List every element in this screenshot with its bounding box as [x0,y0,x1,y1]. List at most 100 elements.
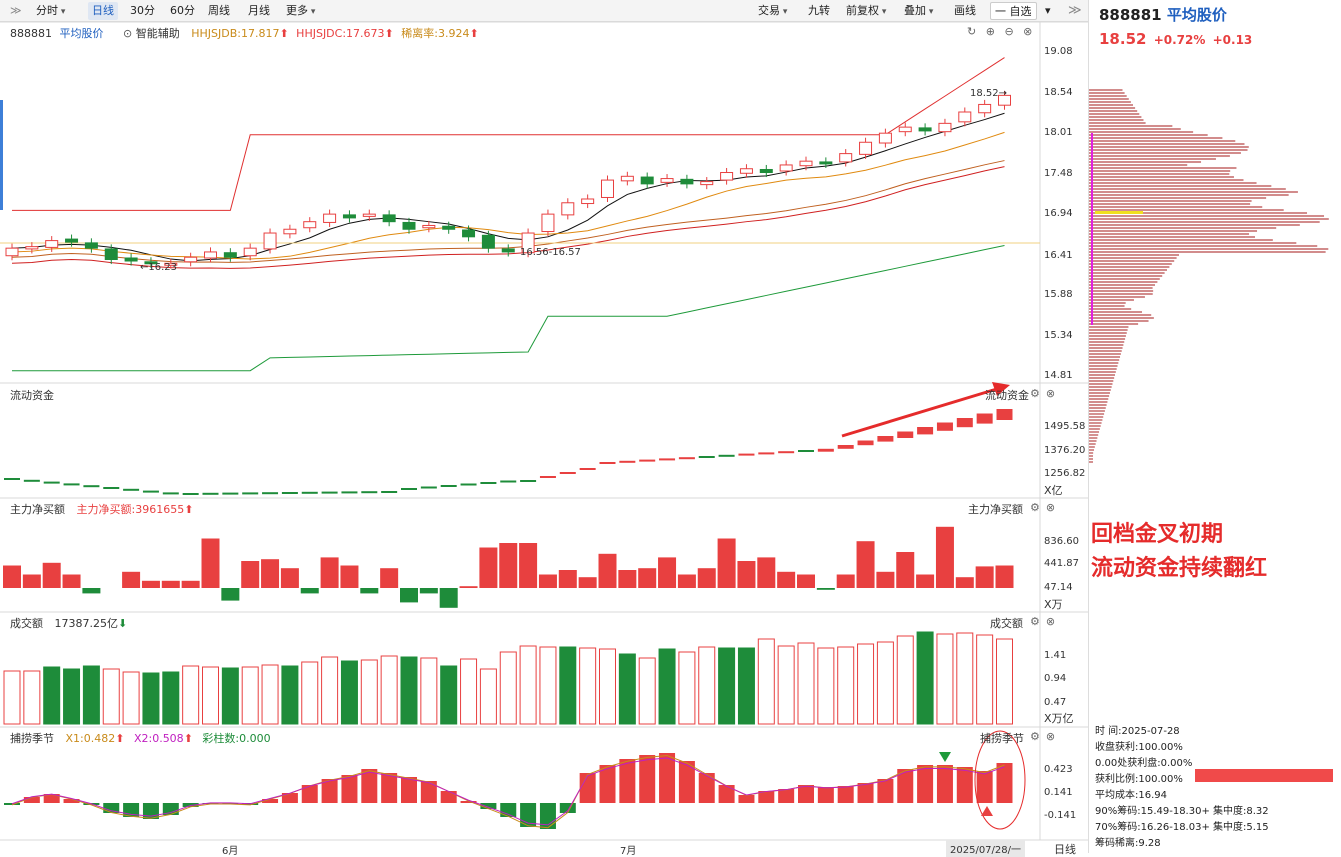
gear-icon[interactable]: ⚙ [1030,501,1040,514]
close-icon[interactable]: ⊗ [1045,615,1056,628]
watchlist-dropdown-icon[interactable]: ▾ [1045,4,1051,17]
amount-bar [420,657,438,725]
toolbar-more-button[interactable]: 更多 [282,2,319,20]
flow-bar [341,491,358,494]
net-buy-bar [816,588,835,590]
net-buy-bar [221,588,240,601]
assist-toggle-icon[interactable]: ⊙ [123,27,133,40]
season-bar [917,765,934,803]
flow-bar [956,418,973,428]
season-bar [381,773,398,803]
net-buy-bar [995,565,1014,588]
left-edge-marker [0,100,3,210]
gear-icon[interactable]: ⚙ [1030,387,1040,400]
flow-bar [877,436,894,442]
amount-bar [440,665,458,725]
toolbar-overlay-button[interactable]: 叠加 [900,2,937,20]
net-buy-bar [519,543,538,588]
season-bar [281,793,298,803]
amount-bar [857,643,875,725]
candle-body [5,247,19,257]
chip-info-row: 获利比例:100.00% [1095,774,1183,785]
flow-bar [301,491,318,494]
flow-bar [440,485,457,487]
amount-bar [301,661,319,725]
season-bar [480,803,497,809]
profit-ratio-bar [1195,769,1333,782]
flow-bar [83,485,100,488]
chip-distribution-panel: 888881 平均股价 18.52 +0.72% +0.13 时 间:2025-… [1088,0,1341,853]
range-price-label: 16.56-16.57 [520,247,581,258]
net-buy-bar [578,577,597,588]
candle-body [541,213,555,233]
toolbar-60min-button[interactable]: 60分 [170,4,195,17]
price-tick: 18.01 [1044,127,1073,138]
toolbar-30min-button[interactable]: 30分 [130,4,155,17]
toolbar-zhouxian-button[interactable]: 周线 [208,4,230,17]
low-price-value: 16.23 [148,262,178,273]
collapse-left-icon[interactable]: ≫ [10,4,22,17]
candle-body [839,153,853,163]
season-bar [778,789,795,803]
toolbar-watchlist-button[interactable]: 一 自选 [990,2,1037,20]
season-bar [301,785,318,803]
candle-body [481,234,495,249]
up-arrow-icon: ⬆ [469,27,479,40]
net-buy-bar [439,588,458,608]
toolbar-fuquan-button[interactable]: 前复权 [842,2,890,20]
last-price-value: 18.52 [970,88,999,99]
flow-bar [778,451,795,454]
net-buy-bar [598,553,617,588]
up-arrow-icon: ⬆ [115,732,125,745]
close-icon[interactable]: ⊗ [1045,501,1056,514]
season-bar [262,799,279,803]
flow-bar [619,460,636,463]
net-buy-bar [797,574,815,588]
flow-tick: 1495.58 [1044,421,1086,432]
net-buy-bar [62,574,81,588]
net-buy-bar [896,552,915,588]
toolbar-yuexian-button[interactable]: 月线 [248,4,270,17]
x-period[interactable]: 日线 [1054,843,1076,856]
refresh-icon[interactable]: ↻ [967,25,977,38]
net-buy-bar [618,570,637,588]
assist-label[interactable]: 智能辅助 [135,27,180,40]
season-bar [857,783,874,803]
toolbar-fenshi-button[interactable]: 分时 [32,2,69,20]
flow-bar [321,491,338,494]
candle-body [204,251,217,259]
candle-body [640,176,654,185]
amount-bar [221,667,239,725]
net-buy-bar [955,577,974,588]
toolbar-rixian-button[interactable]: 日线 [88,2,118,20]
gear-icon[interactable]: ⚙ [1030,730,1040,743]
amount-bar [658,648,676,725]
price-tick: 18.54 [1044,87,1073,98]
net-buy-bar [777,571,796,588]
season-bar [43,794,60,803]
cost-range-marker [1091,133,1093,325]
candle-body [263,232,277,250]
zoom-out-icon[interactable]: ⊖ [1004,25,1014,38]
zoom-in-icon[interactable]: ⊕ [985,25,995,38]
candle-body [342,214,356,219]
net-unit: X万 [1044,598,1063,611]
close-icon[interactable]: ⊗ [1045,730,1056,743]
collapse-right-icon[interactable]: ≫ [1068,3,1082,18]
close-icon[interactable]: ⊗ [1023,25,1033,38]
toolbar-jiuzhuan-button[interactable]: 九转 [808,4,830,17]
gear-icon[interactable]: ⚙ [1030,615,1040,628]
flow-bar [202,492,219,495]
net-buy-bar [161,580,180,588]
amount-bar [718,647,736,725]
season-bar [738,795,755,803]
chip-info-row: 时 间:2025-07-28 [1095,726,1180,737]
toolbar-draw-button[interactable]: 画线 [954,4,976,17]
close-icon[interactable]: ⊗ [1045,387,1056,400]
amount-bar [678,651,696,725]
toolbar-trade-button[interactable]: 交易 [754,2,791,20]
flow-pane-title-right: 流动资金 [985,389,1029,402]
season-bar [63,799,80,803]
flow-bar [936,422,953,431]
flow-bar [817,448,834,452]
